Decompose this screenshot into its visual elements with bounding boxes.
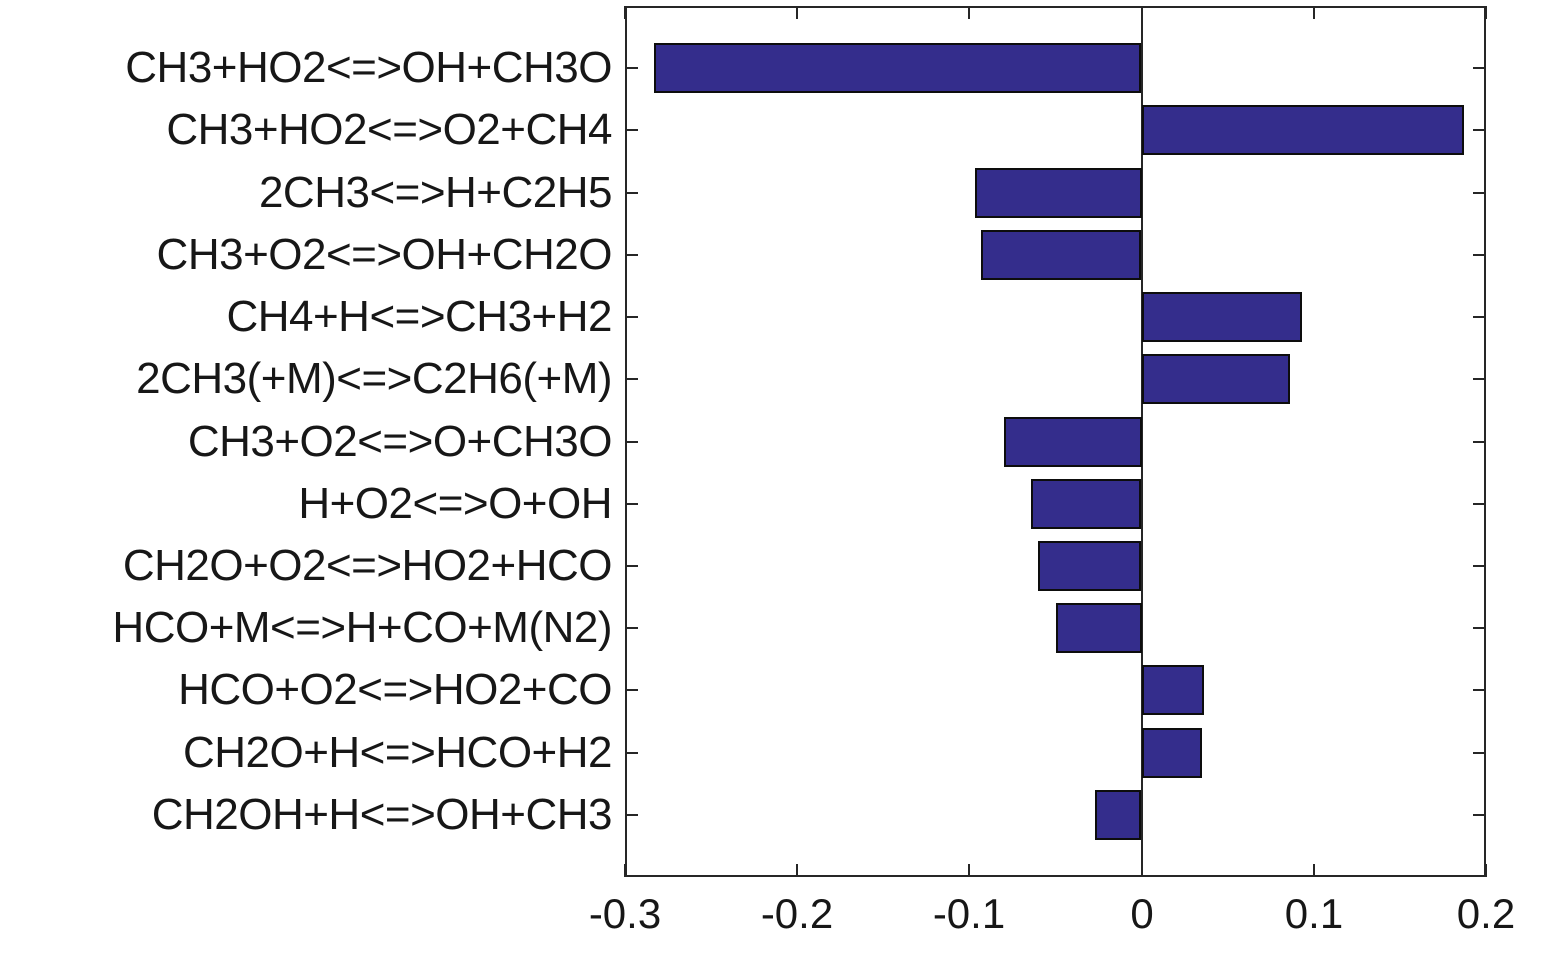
y-axis-label: HCO+M<=>H+CO+M(N2) bbox=[112, 603, 612, 652]
y-tick-mark bbox=[1473, 67, 1486, 69]
x-tick-label: -0.3 bbox=[588, 890, 662, 937]
y-tick-mark bbox=[1473, 689, 1486, 691]
bar bbox=[1004, 417, 1142, 467]
bar bbox=[1056, 603, 1142, 653]
x-tick-mark bbox=[968, 864, 970, 877]
y-tick-mark bbox=[625, 565, 638, 567]
x-tick-label: -0.2 bbox=[760, 890, 834, 937]
y-tick-mark bbox=[625, 254, 638, 256]
y-tick-mark bbox=[625, 627, 638, 629]
y-tick-mark bbox=[1473, 441, 1486, 443]
x-tick-label: 0.1 bbox=[1284, 890, 1344, 937]
y-tick-mark bbox=[625, 814, 638, 816]
x-tick-label: 0 bbox=[1130, 890, 1154, 937]
x-tick-mark bbox=[1485, 864, 1487, 877]
y-tick-mark bbox=[625, 378, 638, 380]
y-tick-mark bbox=[625, 316, 638, 318]
y-tick-mark bbox=[1473, 254, 1486, 256]
y-axis-label: 2CH3<=>H+C2H5 bbox=[258, 168, 613, 217]
y-tick-mark bbox=[625, 689, 638, 691]
bar bbox=[1095, 790, 1141, 840]
x-tick-mark bbox=[1141, 6, 1143, 19]
y-axis-label: CH2OH+H<=>OH+CH3 bbox=[151, 790, 613, 839]
plot-area bbox=[624, 6, 1487, 877]
y-tick-mark bbox=[1473, 129, 1486, 131]
y-axis-label: CH4+H<=>CH3+H2 bbox=[226, 292, 612, 341]
y-tick-mark bbox=[1473, 192, 1486, 194]
y-axis-label: CH2O+H<=>HCO+H2 bbox=[182, 728, 613, 777]
bar bbox=[975, 168, 1142, 218]
bar bbox=[654, 43, 1141, 93]
y-tick-mark bbox=[625, 67, 638, 69]
y-axis-label: CH3+HO2<=>OH+CH3O bbox=[125, 43, 612, 92]
x-tick-mark bbox=[1485, 6, 1487, 19]
y-axis-label: H+O2<=>O+OH bbox=[298, 479, 612, 528]
y-tick-mark bbox=[1473, 565, 1486, 567]
x-tick-mark bbox=[796, 864, 798, 877]
x-tick-mark bbox=[624, 6, 626, 19]
bar bbox=[1142, 292, 1302, 342]
x-tick-mark bbox=[968, 6, 970, 19]
x-tick-label: 0.2 bbox=[1456, 890, 1516, 937]
x-tick-mark bbox=[624, 864, 626, 877]
bar bbox=[1031, 479, 1141, 529]
y-axis-label: HCO+O2<=>HO2+CO bbox=[178, 665, 612, 714]
y-tick-mark bbox=[1473, 627, 1486, 629]
x-tick-mark bbox=[796, 6, 798, 19]
y-axis-label: CH3+O2<=>O+CH3O bbox=[187, 417, 613, 466]
y-tick-mark bbox=[625, 503, 638, 505]
bar bbox=[1142, 105, 1464, 155]
x-tick-mark bbox=[1141, 864, 1143, 877]
y-tick-mark bbox=[1473, 503, 1486, 505]
bar bbox=[981, 230, 1141, 280]
y-axis-label: 2CH3(+M)<=>C2H6(+M) bbox=[136, 354, 612, 403]
bar bbox=[1142, 665, 1204, 715]
y-tick-mark bbox=[625, 752, 638, 754]
x-tick-mark bbox=[1313, 864, 1315, 877]
bar bbox=[1142, 728, 1202, 778]
y-tick-mark bbox=[1473, 378, 1486, 380]
y-tick-mark bbox=[625, 129, 638, 131]
bar bbox=[1038, 541, 1141, 591]
x-tick-mark bbox=[1313, 6, 1315, 19]
y-axis-label: CH2O+O2<=>HO2+HCO bbox=[122, 541, 613, 590]
y-tick-mark bbox=[625, 441, 638, 443]
x-tick-label: -0.1 bbox=[932, 890, 1006, 937]
y-tick-mark bbox=[1473, 814, 1486, 816]
y-tick-mark bbox=[1473, 752, 1486, 754]
y-axis-label: CH3+HO2<=>O2+CH4 bbox=[166, 105, 612, 154]
y-axis-label: CH3+O2<=>OH+CH2O bbox=[156, 230, 613, 279]
y-tick-mark bbox=[625, 192, 638, 194]
y-tick-mark bbox=[1473, 316, 1486, 318]
bar bbox=[1142, 354, 1290, 404]
